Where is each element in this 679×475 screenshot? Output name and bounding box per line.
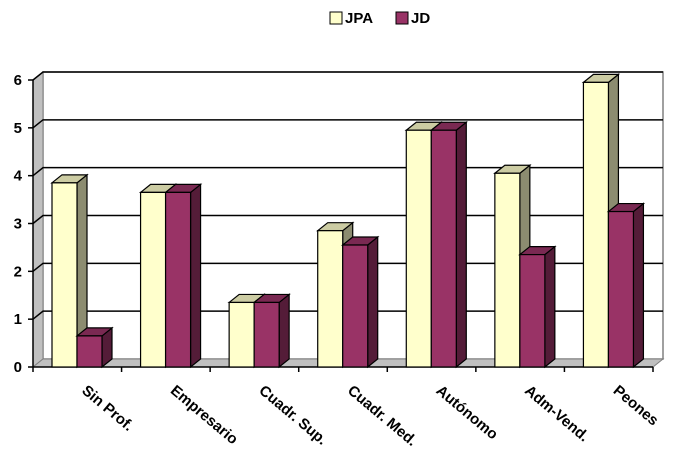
bar-jd-1-side [189, 183, 202, 369]
x-category-label: Peones [610, 382, 662, 429]
x-category-label: Adm-Vend. [521, 382, 592, 445]
bar-jpa-3 [317, 230, 344, 368]
y-tick-label: 0 [14, 359, 22, 376]
bar-jd-3 [342, 244, 369, 368]
bar-jpa-2 [228, 301, 255, 368]
gridline [32, 71, 663, 81]
bar-jd-4-side [455, 120, 467, 369]
bar-jpa-5 [494, 172, 521, 368]
gridline [32, 119, 663, 129]
x-category-label: Cuadr. Med. [344, 382, 420, 450]
bar-jd-1 [164, 191, 192, 368]
bar-jd-5-side [544, 245, 556, 369]
y-tick-label: 1 [14, 311, 22, 328]
bar-jd-6 [607, 210, 635, 368]
bar-jd-2 [253, 301, 280, 368]
legend-label-jd: JD [411, 10, 430, 27]
y-tick-label: 2 [14, 263, 22, 280]
y-tick-label: 5 [14, 120, 22, 137]
y-tick-label: 4 [14, 168, 23, 185]
bar-jpa-0 [51, 182, 78, 368]
bar-jd-0 [76, 335, 103, 368]
legend: JPA JD [329, 10, 430, 27]
bar-jpa-6 [582, 81, 610, 368]
bar-jd-6-side [632, 202, 645, 369]
bar-jpa-4 [405, 129, 432, 368]
x-category-label: Autónomo [433, 382, 501, 443]
bar-jpa-1 [139, 191, 167, 368]
x-category-label: Sin Prof. [78, 382, 136, 435]
plot-area: 0 1 2 3 4 5 6 Sin Prof. Empresario Cuadr. Sup. Cua… [14, 70, 665, 450]
legend-swatch-jpa [329, 11, 343, 25]
x-category-label: Empresario [167, 382, 241, 448]
legend-swatch-jd [395, 11, 409, 25]
bar-jd-3-side [367, 235, 379, 369]
bar-jd-5 [519, 253, 546, 368]
y-tick-label: 3 [14, 216, 22, 233]
legend-label-jpa: JPA [345, 10, 373, 27]
bar-jd-4 [430, 129, 457, 368]
bar-jd-2-side [278, 293, 290, 369]
x-category-label: Cuadr. Sup. [256, 382, 331, 449]
y-tick-label: 6 [14, 72, 22, 89]
